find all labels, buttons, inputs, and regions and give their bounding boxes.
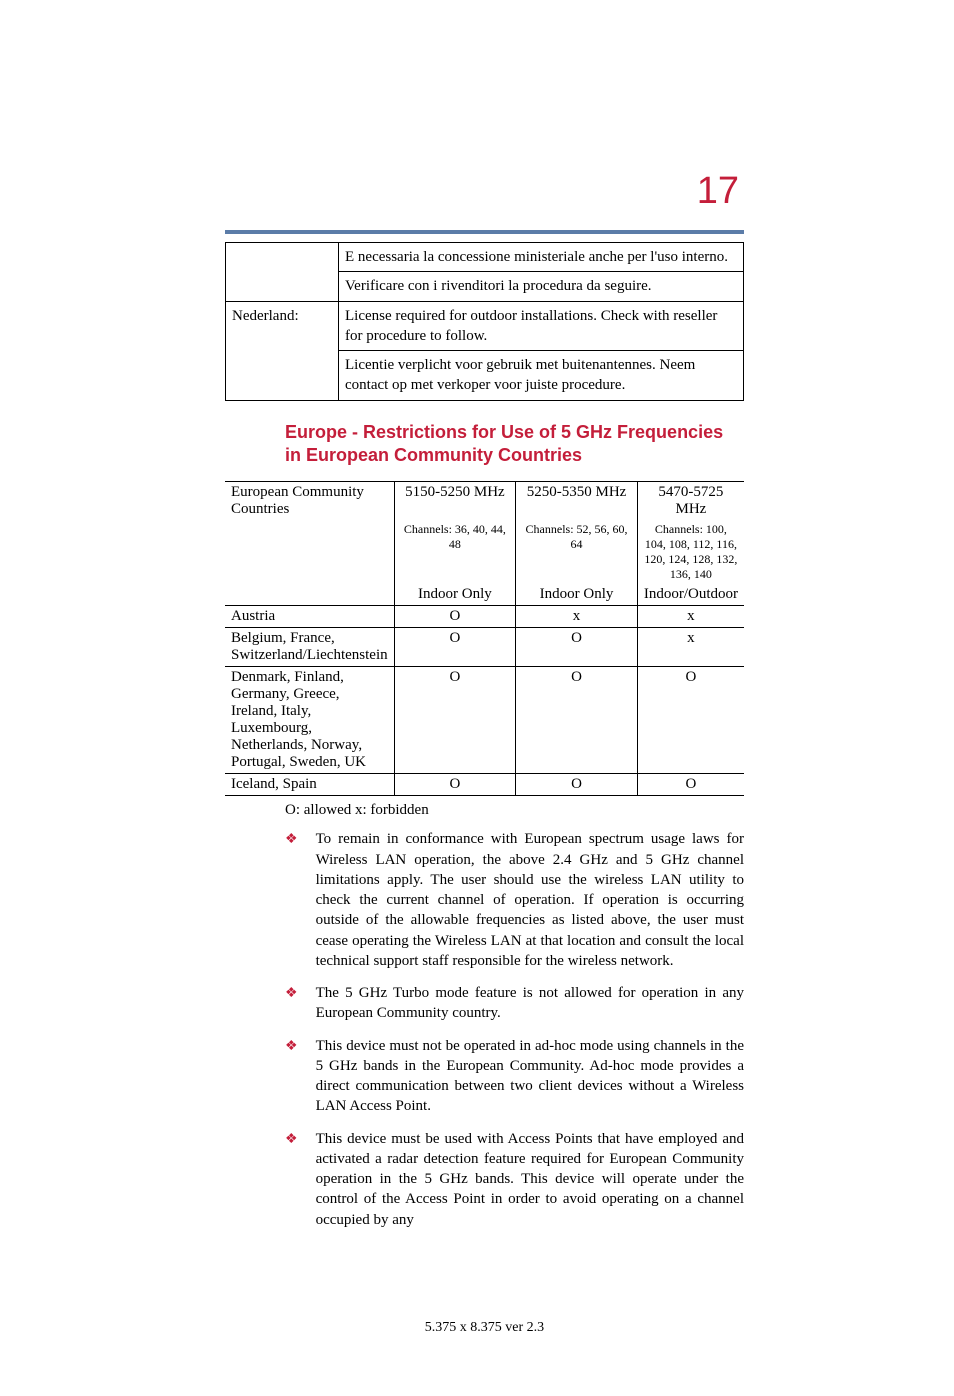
table-header-row: European Community Countries 5150-5250 M… xyxy=(225,482,744,521)
bullet-text: The 5 GHz Turbo mode feature is not allo… xyxy=(316,983,744,1024)
header-mode: Indoor/Outdoor xyxy=(637,584,744,606)
freq-cell: x xyxy=(516,606,638,628)
list-item: ❖ The 5 GHz Turbo mode feature is not al… xyxy=(285,983,744,1024)
page-number: 17 xyxy=(697,170,739,213)
freq-cell: O xyxy=(394,606,516,628)
table-row: Nederland: License required for outdoor … xyxy=(226,301,744,351)
table-row: Austria O x x xyxy=(225,606,744,628)
header-mode: Indoor Only xyxy=(394,584,516,606)
freq-cell: O xyxy=(637,667,744,774)
country-cell: Austria xyxy=(225,606,394,628)
header-band: 5150-5250 MHz xyxy=(394,482,516,521)
header-band: 5250-5350 MHz xyxy=(516,482,638,521)
freq-cell: O xyxy=(516,628,638,667)
bullet-text: To remain in conformance with European s… xyxy=(316,829,744,971)
license-text: Licentie verplicht voor gebruik met buit… xyxy=(339,351,744,401)
table-row: Iceland, Spain O O O xyxy=(225,774,744,796)
country-cell: Denmark, Finland, Germany, Greece, Irela… xyxy=(225,667,394,774)
header-mode: Indoor Only xyxy=(516,584,638,606)
freq-cell: x xyxy=(637,606,744,628)
license-text: Verificare con i rivenditori la procedur… xyxy=(339,272,744,301)
license-text: License required for outdoor installatio… xyxy=(339,301,744,351)
country-cell: Nederland: xyxy=(226,301,339,400)
table-row: Denmark, Finland, Germany, Greece, Irela… xyxy=(225,667,744,774)
header-channels: Channels: 100, 104, 108, 112, 116, 120, … xyxy=(637,520,744,584)
country-cell: Iceland, Spain xyxy=(225,774,394,796)
table-row: E necessaria la concessione ministeriale… xyxy=(226,243,744,272)
diamond-icon: ❖ xyxy=(285,831,298,971)
country-cell: Belgium, France, Switzerland/Liechtenste… xyxy=(225,628,394,667)
header-rule xyxy=(225,230,744,234)
header-channels: Channels: 36, 40, 44, 48 xyxy=(394,520,516,584)
diamond-icon: ❖ xyxy=(285,1038,298,1117)
list-item: ❖ This device must be used with Access P… xyxy=(285,1129,744,1230)
frequency-table: European Community Countries 5150-5250 M… xyxy=(225,481,744,796)
freq-cell: O xyxy=(394,774,516,796)
footer-text: 5.375 x 8.375 ver 2.3 xyxy=(225,1320,744,1336)
diamond-icon: ❖ xyxy=(285,985,298,1024)
freq-cell: O xyxy=(394,628,516,667)
freq-cell: O xyxy=(394,667,516,774)
country-cell xyxy=(226,243,339,302)
list-item: ❖ To remain in conformance with European… xyxy=(285,829,744,971)
freq-cell: x xyxy=(637,628,744,667)
header-band: 5470-5725 MHz xyxy=(637,482,744,521)
table-legend: O: allowed x: forbidden xyxy=(285,802,744,819)
license-table: E necessaria la concessione ministeriale… xyxy=(225,242,744,401)
freq-cell: O xyxy=(637,774,744,796)
header-countries: European Community Countries xyxy=(225,482,394,606)
bullet-text: This device must not be operated in ad-h… xyxy=(316,1036,744,1117)
header-channels: Channels: 52, 56, 60, 64 xyxy=(516,520,638,584)
freq-cell: O xyxy=(516,667,638,774)
diamond-icon: ❖ xyxy=(285,1131,298,1230)
license-text: E necessaria la concessione ministeriale… xyxy=(339,243,744,272)
section-heading: Europe - Restrictions for Use of 5 GHz F… xyxy=(285,421,744,468)
bullet-text: This device must be used with Access Poi… xyxy=(316,1129,744,1230)
table-row: Belgium, France, Switzerland/Liechtenste… xyxy=(225,628,744,667)
bullet-list: ❖ To remain in conformance with European… xyxy=(285,829,744,1230)
freq-cell: O xyxy=(516,774,638,796)
list-item: ❖ This device must not be operated in ad… xyxy=(285,1036,744,1117)
